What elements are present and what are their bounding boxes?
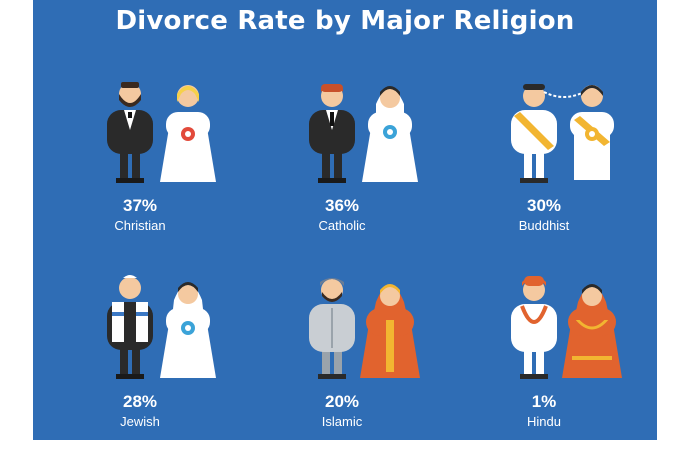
value-label: 20%	[324, 392, 360, 411]
value-label: 37%	[122, 196, 158, 215]
religion-item-hindu: 1% Hindu	[444, 268, 644, 468]
category-label: Catholic	[318, 218, 366, 233]
category-label: Christian	[114, 218, 166, 233]
chart-title: Divorce Rate by Major Religion	[115, 6, 575, 36]
value-label: 1%	[531, 392, 557, 411]
category-label: Hindu	[527, 414, 561, 429]
religion-item-catholic: 36% Catholic	[242, 72, 442, 272]
buddhist-couple-icon	[511, 84, 614, 183]
hindu-couple-icon	[511, 276, 622, 379]
religion-item-buddhist: 30% Buddhist	[444, 72, 644, 272]
value-label: 28%	[122, 392, 158, 411]
religion-item-islamic: 20% Islamic	[242, 268, 442, 468]
christian-couple-icon	[107, 82, 216, 183]
value-label: 36%	[324, 196, 360, 215]
jewish-couple-icon	[107, 275, 216, 379]
value-label: 30%	[526, 196, 562, 215]
infographic: Divorce Rate by Major Religion 37% Chris…	[33, 0, 657, 440]
catholic-couple-icon	[309, 84, 418, 183]
category-label: Buddhist	[518, 218, 570, 233]
category-label: Islamic	[321, 414, 363, 429]
religion-item-jewish: 28% Jewish	[40, 268, 240, 468]
islamic-couple-icon	[309, 278, 420, 379]
category-label: Jewish	[120, 414, 160, 429]
religion-item-christian: 37% Christian	[40, 72, 240, 272]
